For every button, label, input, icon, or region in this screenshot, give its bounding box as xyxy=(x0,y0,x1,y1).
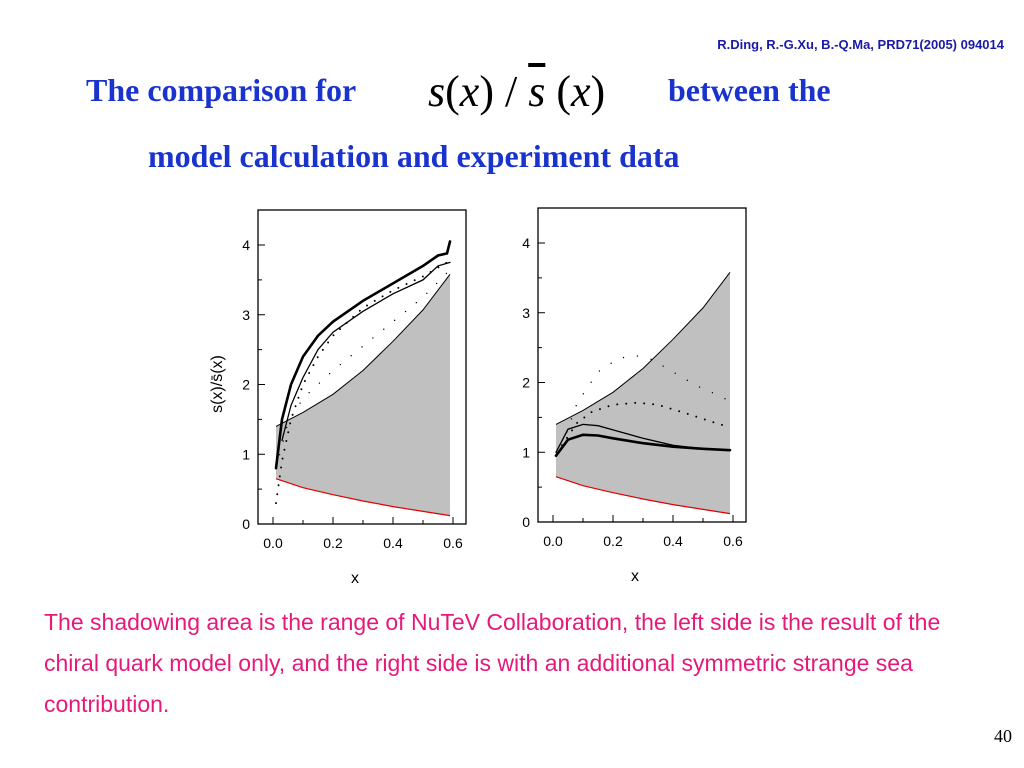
right-band-lower-edge xyxy=(555,476,731,515)
reference-citation: R.Ding, R.-G.Xu, B.-Q.Ma, PRD71(2005) 09… xyxy=(717,37,1004,52)
left-y-tick-label: 3 xyxy=(242,307,250,323)
right-y-tick-label: 1 xyxy=(522,444,530,460)
slide-title-line2: model calculation and experiment data xyxy=(148,138,680,174)
right-x-tick-label: 0.2 xyxy=(603,533,623,549)
left-x-tick-label: 0.6 xyxy=(443,535,463,551)
right-x-axis-label: x xyxy=(631,568,639,585)
right-y-tick-label: 0 xyxy=(522,514,530,530)
left-series-thick xyxy=(274,240,452,470)
comparison-charts: 0 1 2 3 4 0.0 0.2 0.4 0.6 x s(x)/s̄(x) 0 1 2 3 4 0.0 0.2 0… xyxy=(209,207,747,587)
left-y-tick-label: 0 xyxy=(242,516,250,532)
figure-caption: The shadowing area is the range of NuTeV… xyxy=(44,609,941,717)
left-x-axis-label: x xyxy=(351,570,359,587)
slide-title-part2: between the xyxy=(668,72,831,108)
left-y-tick-label: 1 xyxy=(242,446,250,462)
left-x-tick-label: 0.4 xyxy=(383,535,403,551)
right-x-tick-label: 0.4 xyxy=(663,533,683,549)
left-nutev-band xyxy=(276,274,450,516)
right-plot-frame xyxy=(537,207,747,523)
right-y-tick-label: 2 xyxy=(522,375,530,391)
left-y-tick-label: 4 xyxy=(242,237,250,253)
left-band-upper-edge xyxy=(275,273,451,427)
right-nutev-band xyxy=(556,272,730,514)
left-y-tick-label: 2 xyxy=(242,377,250,393)
left-y-axis-label: s(x)/s̄(x) xyxy=(209,355,226,413)
right-band-upper-edge xyxy=(555,271,731,425)
title-formula: s(x) / s (x) xyxy=(428,67,606,116)
right-y-tick-label: 3 xyxy=(522,305,530,321)
left-series-dotted xyxy=(275,261,448,505)
right-x-tick-label: 0.6 xyxy=(723,533,743,549)
left-plot-frame xyxy=(257,209,467,525)
slide-title-part1: The comparison for xyxy=(86,72,357,108)
right-series-thin xyxy=(555,423,731,453)
page-number: 40 xyxy=(994,726,1012,746)
left-band-lower-edge xyxy=(275,478,451,517)
right-x-tick-label: 0.0 xyxy=(543,533,563,549)
right-y-tick-label: 4 xyxy=(522,235,530,251)
left-x-tick-label: 0.2 xyxy=(323,535,343,551)
left-x-tick-label: 0.0 xyxy=(263,535,283,551)
